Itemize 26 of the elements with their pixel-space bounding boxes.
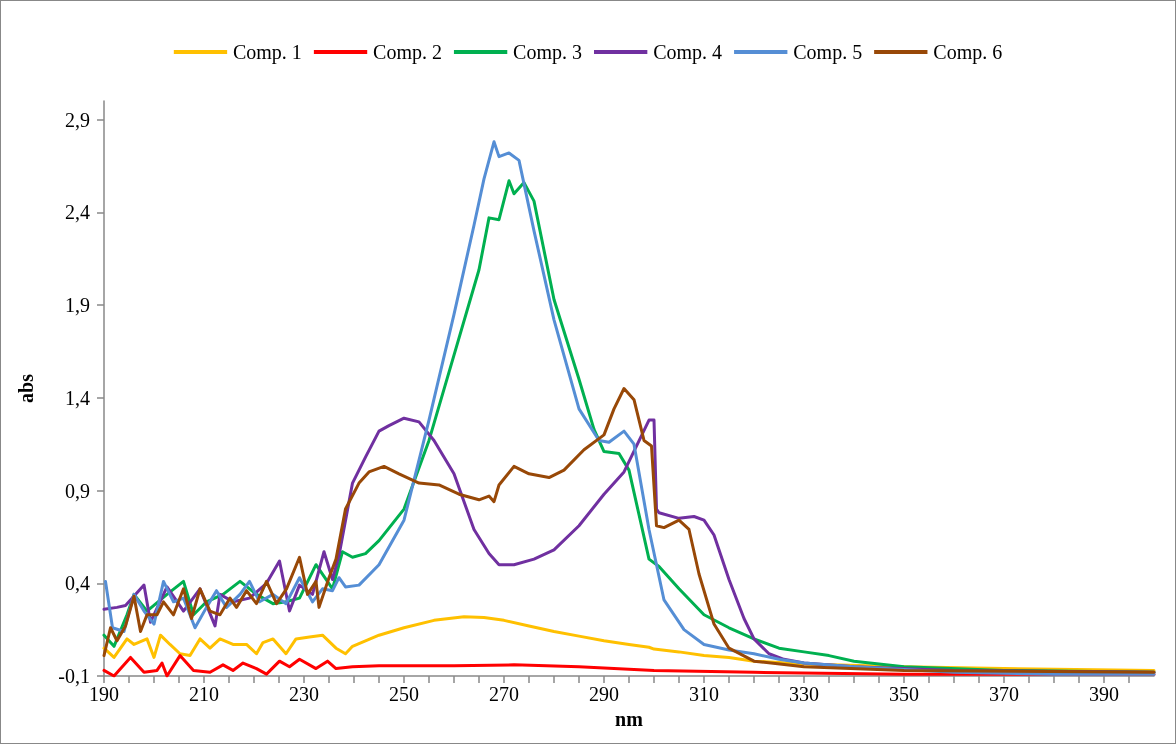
x-tick-label: 350 bbox=[889, 683, 919, 705]
y-tick-label: 2,4 bbox=[65, 201, 90, 224]
x-tick-label: 290 bbox=[589, 683, 619, 705]
legend-label: Comp. 1 bbox=[232, 41, 302, 64]
legend-label: Comp. 4 bbox=[653, 41, 723, 64]
legend-label: Comp. 6 bbox=[933, 41, 1003, 64]
legend-label: Comp. 5 bbox=[793, 41, 863, 64]
legend-label: Comp. 3 bbox=[513, 41, 583, 64]
x-tick-label: 310 bbox=[689, 683, 719, 705]
x-tick-label: 230 bbox=[289, 683, 319, 705]
x-tick-label: 330 bbox=[789, 683, 819, 705]
y-tick-label: 1,4 bbox=[65, 386, 90, 409]
y-tick-label: 0,9 bbox=[65, 479, 90, 502]
x-tick-label: 370 bbox=[989, 683, 1019, 705]
y-tick-label: -0,1 bbox=[58, 665, 90, 687]
y-axis-title: abs bbox=[15, 373, 37, 403]
y-tick-label: 2,9 bbox=[65, 108, 90, 131]
y-tick-label: 0,4 bbox=[65, 572, 90, 595]
x-tick-label: 270 bbox=[489, 683, 519, 705]
x-tick-label: 250 bbox=[389, 683, 419, 705]
x-tick-label: 210 bbox=[189, 683, 219, 705]
legend-label: Comp. 2 bbox=[373, 41, 442, 64]
x-axis-title: nm bbox=[615, 707, 644, 730]
x-tick-label: 390 bbox=[1089, 683, 1119, 705]
x-tick-label: 190 bbox=[89, 683, 119, 705]
y-tick-label: 1,9 bbox=[65, 294, 90, 317]
